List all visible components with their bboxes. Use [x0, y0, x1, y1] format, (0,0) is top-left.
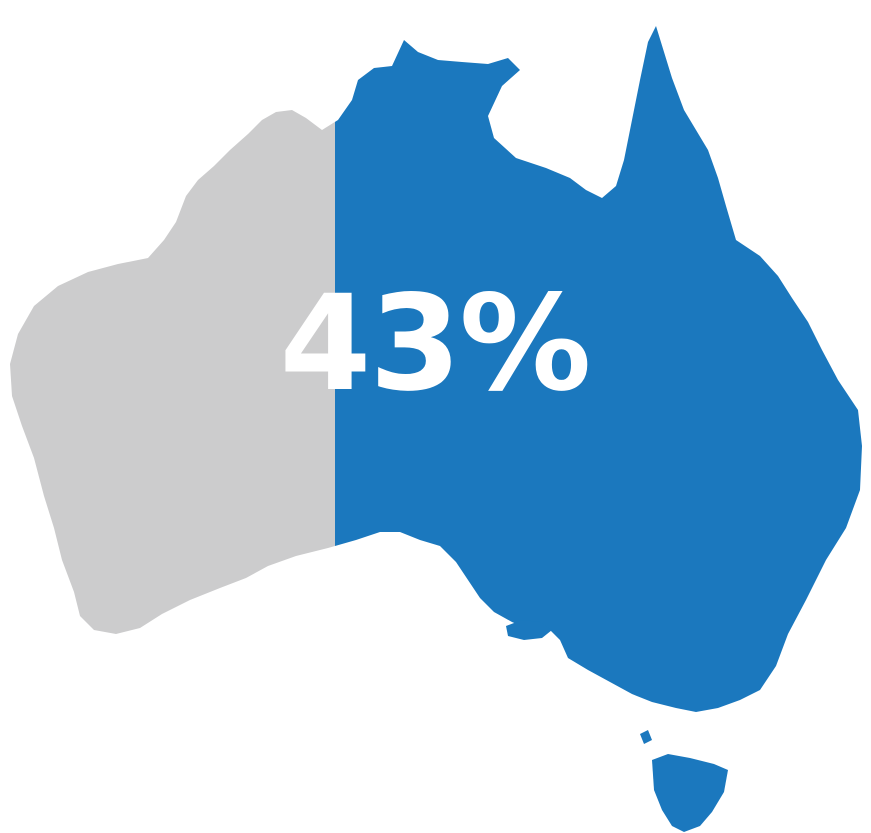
percentage-label: 43%: [279, 267, 592, 421]
